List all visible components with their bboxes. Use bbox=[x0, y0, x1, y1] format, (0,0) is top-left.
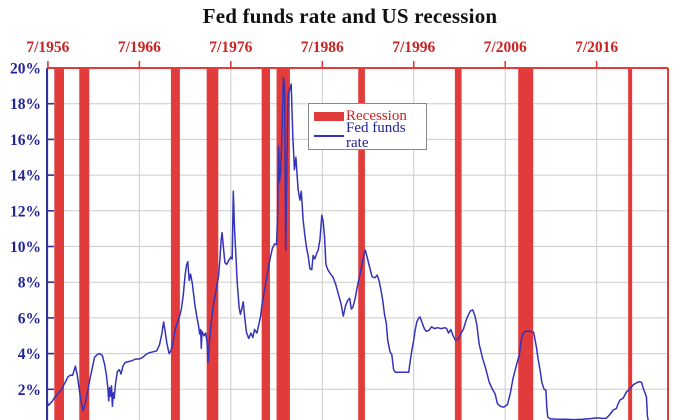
x-tick-label: 7/1996 bbox=[392, 39, 435, 56]
recession-band bbox=[54, 68, 65, 420]
legend-item-recession: Recession bbox=[314, 108, 420, 124]
x-tick-label: 7/2006 bbox=[484, 39, 527, 56]
recession-band bbox=[206, 68, 219, 420]
y-tick-label: 6% bbox=[18, 310, 41, 327]
recession-band bbox=[628, 68, 633, 420]
legend-label-recession: Recession bbox=[346, 107, 407, 124]
legend: Recession Fed funds rate bbox=[308, 103, 427, 151]
y-tick-label: 18% bbox=[10, 96, 41, 113]
x-tick-label: 7/2016 bbox=[575, 39, 618, 56]
fed-funds-line bbox=[46, 77, 649, 420]
x-tick-label: 7/1966 bbox=[118, 39, 161, 56]
fed-funds-line-swatch bbox=[314, 134, 344, 138]
recession-band bbox=[454, 68, 462, 420]
y-tick-label: 14% bbox=[10, 168, 41, 185]
recession-band bbox=[358, 68, 365, 420]
y-tick-label: 10% bbox=[10, 239, 41, 256]
y-tick-label: 16% bbox=[10, 132, 41, 149]
x-tick-label: 7/1956 bbox=[26, 39, 69, 56]
recession-band bbox=[170, 68, 180, 420]
y-tick-label: 20% bbox=[10, 61, 41, 78]
x-tick-label: 7/1986 bbox=[301, 39, 344, 56]
legend-label-fed-funds: Fed funds rate bbox=[346, 120, 406, 151]
y-tick-label: 12% bbox=[10, 203, 41, 220]
y-tick-label: 2% bbox=[18, 382, 41, 399]
recession-swatch bbox=[314, 111, 344, 121]
recession-band bbox=[261, 68, 270, 420]
legend-item-fed-funds: Fed funds rate bbox=[314, 121, 420, 151]
recession-band bbox=[518, 68, 534, 420]
y-tick-label: 4% bbox=[18, 346, 41, 363]
x-tick-label: 7/1976 bbox=[209, 39, 252, 56]
chart-title: Fed funds rate and US recession bbox=[202, 4, 498, 28]
recession-band bbox=[79, 68, 90, 420]
y-tick-label: 8% bbox=[18, 275, 41, 292]
